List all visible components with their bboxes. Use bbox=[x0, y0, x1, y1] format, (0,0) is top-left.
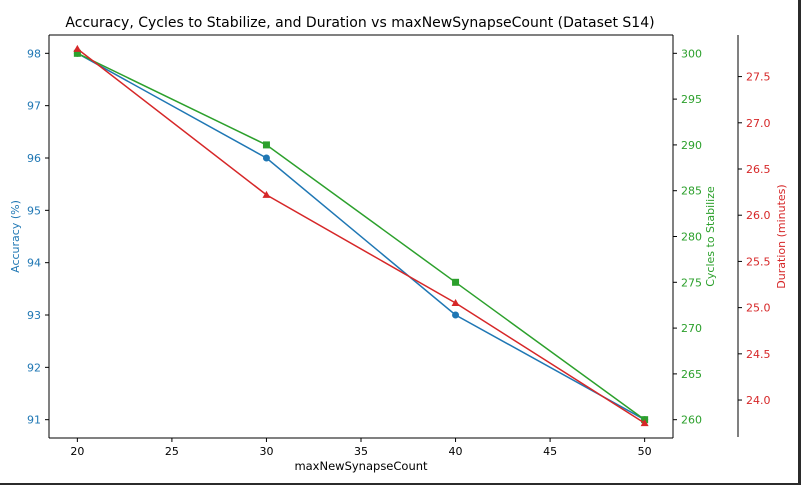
series-line-right2 bbox=[76, 48, 646, 424]
x-axis-label: maxNewSynapseCount bbox=[294, 459, 428, 473]
right1-axis-label: Cycles to Stabilize bbox=[704, 186, 717, 287]
data-point-right1 bbox=[262, 141, 270, 149]
right1-tick-label: 270 bbox=[681, 322, 702, 335]
right2-tick-label: 26.0 bbox=[746, 209, 771, 222]
x-tick-label: 30 bbox=[259, 445, 273, 458]
x-tick-label: 35 bbox=[354, 445, 368, 458]
left-tick-label: 92 bbox=[27, 361, 41, 374]
right1-tick-label: 300 bbox=[681, 47, 702, 60]
x-tick-label: 20 bbox=[70, 445, 84, 458]
right1-tick-label: 265 bbox=[681, 368, 702, 381]
left-tick-label: 93 bbox=[27, 309, 41, 322]
right2-tick-label: 27.0 bbox=[746, 117, 771, 130]
x-tick-label: 25 bbox=[165, 445, 179, 458]
series-layer bbox=[73, 44, 649, 427]
right2-tick-label: 26.5 bbox=[746, 163, 771, 176]
x-tick-label: 50 bbox=[638, 445, 652, 458]
left-tick-label: 94 bbox=[27, 257, 41, 270]
left-axis-label: Accuracy (%) bbox=[9, 200, 22, 273]
right1-tick-label: 295 bbox=[681, 93, 702, 106]
left-tick-label: 91 bbox=[27, 414, 41, 427]
right1-tick-label: 285 bbox=[681, 185, 702, 198]
x-tick-label: 45 bbox=[543, 445, 557, 458]
data-point-right1 bbox=[452, 278, 460, 286]
data-point-left bbox=[452, 311, 460, 319]
left-tick-label: 95 bbox=[27, 204, 41, 217]
right2-tick-label: 24.5 bbox=[746, 348, 771, 361]
right2-axis-label: Duration (minutes) bbox=[775, 184, 788, 288]
right2-tick-label: 25.5 bbox=[746, 255, 771, 268]
window-edge-right bbox=[798, 0, 801, 485]
data-point-right2 bbox=[73, 44, 82, 52]
data-point-right2 bbox=[640, 419, 649, 427]
right1-tick-label: 275 bbox=[681, 276, 702, 289]
right1-tick-label: 280 bbox=[681, 231, 702, 244]
right2-tick-label: 24.0 bbox=[746, 394, 771, 407]
right2-tick-label: 25.0 bbox=[746, 302, 771, 315]
series-line-left bbox=[77, 52, 645, 421]
data-point-right2 bbox=[262, 190, 271, 198]
left-tick-label: 98 bbox=[27, 47, 41, 60]
right1-tick-label: 260 bbox=[681, 414, 702, 427]
right1-tick-label: 290 bbox=[681, 139, 702, 152]
series-line-right1 bbox=[77, 52, 646, 421]
x-tick-label: 40 bbox=[449, 445, 463, 458]
left-tick-label: 96 bbox=[27, 152, 41, 165]
window-edge-bottom bbox=[0, 483, 801, 485]
data-point-right2 bbox=[451, 299, 460, 306]
axes-layer: 20 25 30 35 40 45 50 91 92 93 94 95 96 97 98 Accuracy (… bbox=[9, 34, 788, 458]
chart-title: Accuracy, Cycles to Stabilize, and Durat… bbox=[65, 15, 654, 31]
right2-tick-label: 27.5 bbox=[746, 71, 771, 84]
data-point-right1 bbox=[73, 49, 81, 57]
left-tick-label: 97 bbox=[27, 100, 41, 113]
data-point-left bbox=[262, 154, 270, 162]
